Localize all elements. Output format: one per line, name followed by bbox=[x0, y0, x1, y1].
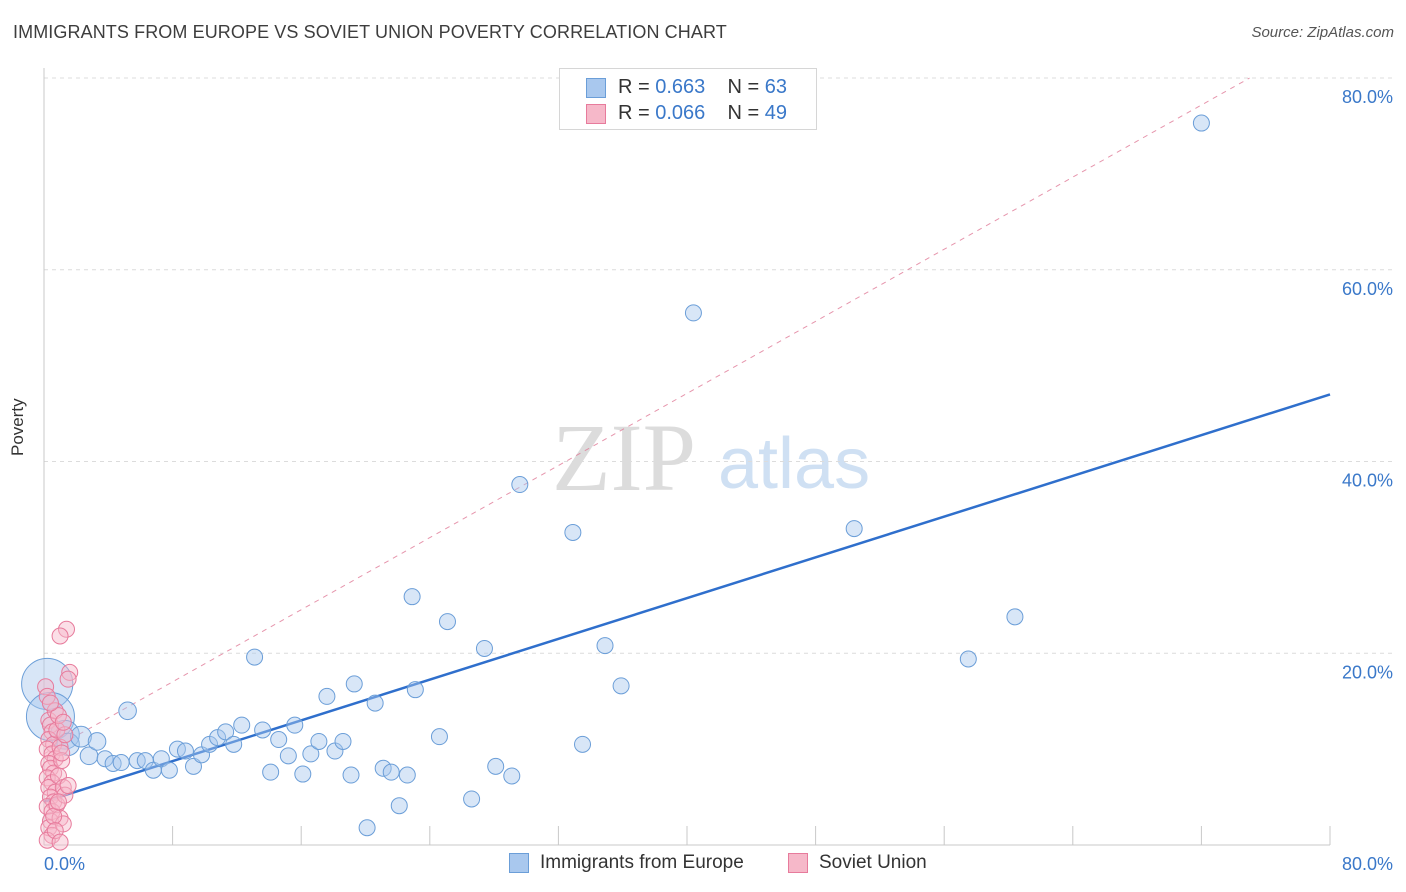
data-points bbox=[21, 114, 1210, 851]
point-europe bbox=[310, 732, 328, 750]
point-europe bbox=[184, 757, 202, 775]
point-europe bbox=[374, 759, 392, 777]
point-europe bbox=[684, 304, 702, 322]
point-soviet bbox=[59, 670, 77, 688]
point-europe bbox=[286, 716, 304, 734]
point-europe bbox=[334, 732, 352, 750]
point-soviet bbox=[41, 694, 59, 712]
r-label: R = bbox=[618, 102, 656, 124]
point-europe bbox=[845, 520, 863, 538]
point-europe bbox=[596, 637, 614, 655]
legend-swatch-soviet bbox=[586, 104, 606, 124]
point-europe bbox=[302, 745, 320, 763]
point-europe bbox=[390, 797, 408, 815]
n-label: N = bbox=[727, 102, 765, 124]
point-europe bbox=[1006, 608, 1024, 626]
chart-title: IMMIGRANTS FROM EUROPE VS SOVIET UNION P… bbox=[13, 22, 727, 42]
point-europe bbox=[345, 675, 363, 693]
point-europe bbox=[1192, 114, 1210, 132]
y-tick-label: 20.0% bbox=[1342, 662, 1393, 682]
legend-swatch-soviet bbox=[788, 853, 808, 873]
point-europe bbox=[217, 723, 235, 741]
n-value: 63 bbox=[764, 76, 788, 98]
point-soviet bbox=[51, 738, 69, 756]
point-europe bbox=[96, 750, 114, 768]
point-europe bbox=[406, 681, 424, 699]
point-soviet bbox=[54, 713, 72, 731]
n-label: N = bbox=[727, 76, 765, 98]
point-soviet bbox=[49, 793, 67, 811]
y-tick-label: 60.0% bbox=[1342, 279, 1393, 299]
point-europe bbox=[70, 725, 92, 748]
y-tick-label: 80.0% bbox=[1342, 87, 1393, 107]
grid bbox=[44, 77, 1392, 654]
correlation-legend: R = 0.663 N = 63 R = 0.066 N = 49 bbox=[559, 68, 817, 130]
point-soviet bbox=[51, 833, 69, 851]
point-soviet bbox=[59, 777, 77, 795]
point-europe bbox=[152, 750, 170, 768]
point-europe bbox=[959, 650, 977, 668]
point-europe bbox=[463, 790, 481, 808]
point-soviet bbox=[53, 744, 71, 762]
r-label: R = bbox=[618, 76, 656, 98]
watermark-zip: ZIP bbox=[552, 404, 696, 511]
point-europe bbox=[254, 721, 272, 739]
point-soviet bbox=[56, 726, 74, 744]
source-label: Source: ZipAtlas.com bbox=[1251, 24, 1394, 41]
y-tick-label: 40.0% bbox=[1342, 471, 1393, 491]
legend-swatch-europe bbox=[586, 78, 606, 98]
trend-line-europe bbox=[43, 393, 1331, 804]
point-europe bbox=[382, 763, 400, 781]
point-europe bbox=[403, 588, 421, 606]
point-europe bbox=[342, 766, 360, 784]
point-europe bbox=[176, 742, 194, 760]
point-europe bbox=[366, 694, 384, 712]
point-soviet bbox=[51, 627, 69, 645]
point-europe bbox=[262, 763, 280, 781]
point-europe bbox=[438, 613, 456, 631]
n-value: 49 bbox=[764, 102, 788, 124]
trend-line-soviet bbox=[43, 77, 1250, 755]
point-europe bbox=[225, 735, 243, 753]
tick-labels: 20.0% 40.0% 60.0% 80.0% 0.0% 80.0% bbox=[44, 87, 1393, 874]
watermark: ZIP atlas bbox=[552, 404, 870, 511]
point-europe bbox=[87, 732, 107, 751]
point-europe bbox=[233, 716, 251, 734]
point-soviet bbox=[61, 663, 79, 681]
point-europe bbox=[398, 766, 416, 784]
legend-swatch-europe bbox=[509, 853, 529, 873]
point-europe bbox=[612, 677, 630, 695]
point-europe bbox=[487, 757, 505, 775]
point-europe bbox=[318, 687, 336, 705]
point-europe bbox=[160, 761, 178, 779]
point-europe bbox=[118, 701, 137, 721]
x-tick-label: 0.0% bbox=[44, 854, 85, 874]
point-europe bbox=[112, 754, 130, 772]
point-europe bbox=[574, 735, 592, 753]
point-europe bbox=[246, 648, 264, 666]
point-europe bbox=[430, 728, 448, 746]
r-value: 0.066 bbox=[655, 102, 706, 124]
point-soviet bbox=[43, 774, 61, 792]
point-europe bbox=[294, 765, 312, 783]
point-soviet bbox=[41, 812, 59, 830]
point-europe bbox=[358, 819, 376, 837]
x-tick-label: 80.0% bbox=[1342, 854, 1393, 874]
r-value: 0.663 bbox=[655, 76, 706, 98]
point-europe bbox=[270, 731, 288, 749]
trend-lines bbox=[43, 77, 1331, 804]
axes bbox=[43, 68, 1331, 846]
legend-label-europe: Immigrants from Europe bbox=[540, 852, 744, 873]
point-soviet bbox=[45, 807, 63, 825]
point-europe bbox=[503, 767, 521, 785]
point-europe bbox=[564, 523, 582, 541]
point-europe bbox=[475, 639, 493, 657]
point-soviet bbox=[58, 620, 76, 638]
legend-label-soviet: Soviet Union bbox=[819, 852, 927, 873]
watermark-atlas: atlas bbox=[718, 424, 870, 504]
point-europe bbox=[511, 476, 529, 494]
point-soviet bbox=[56, 786, 74, 804]
point-europe bbox=[279, 747, 297, 765]
